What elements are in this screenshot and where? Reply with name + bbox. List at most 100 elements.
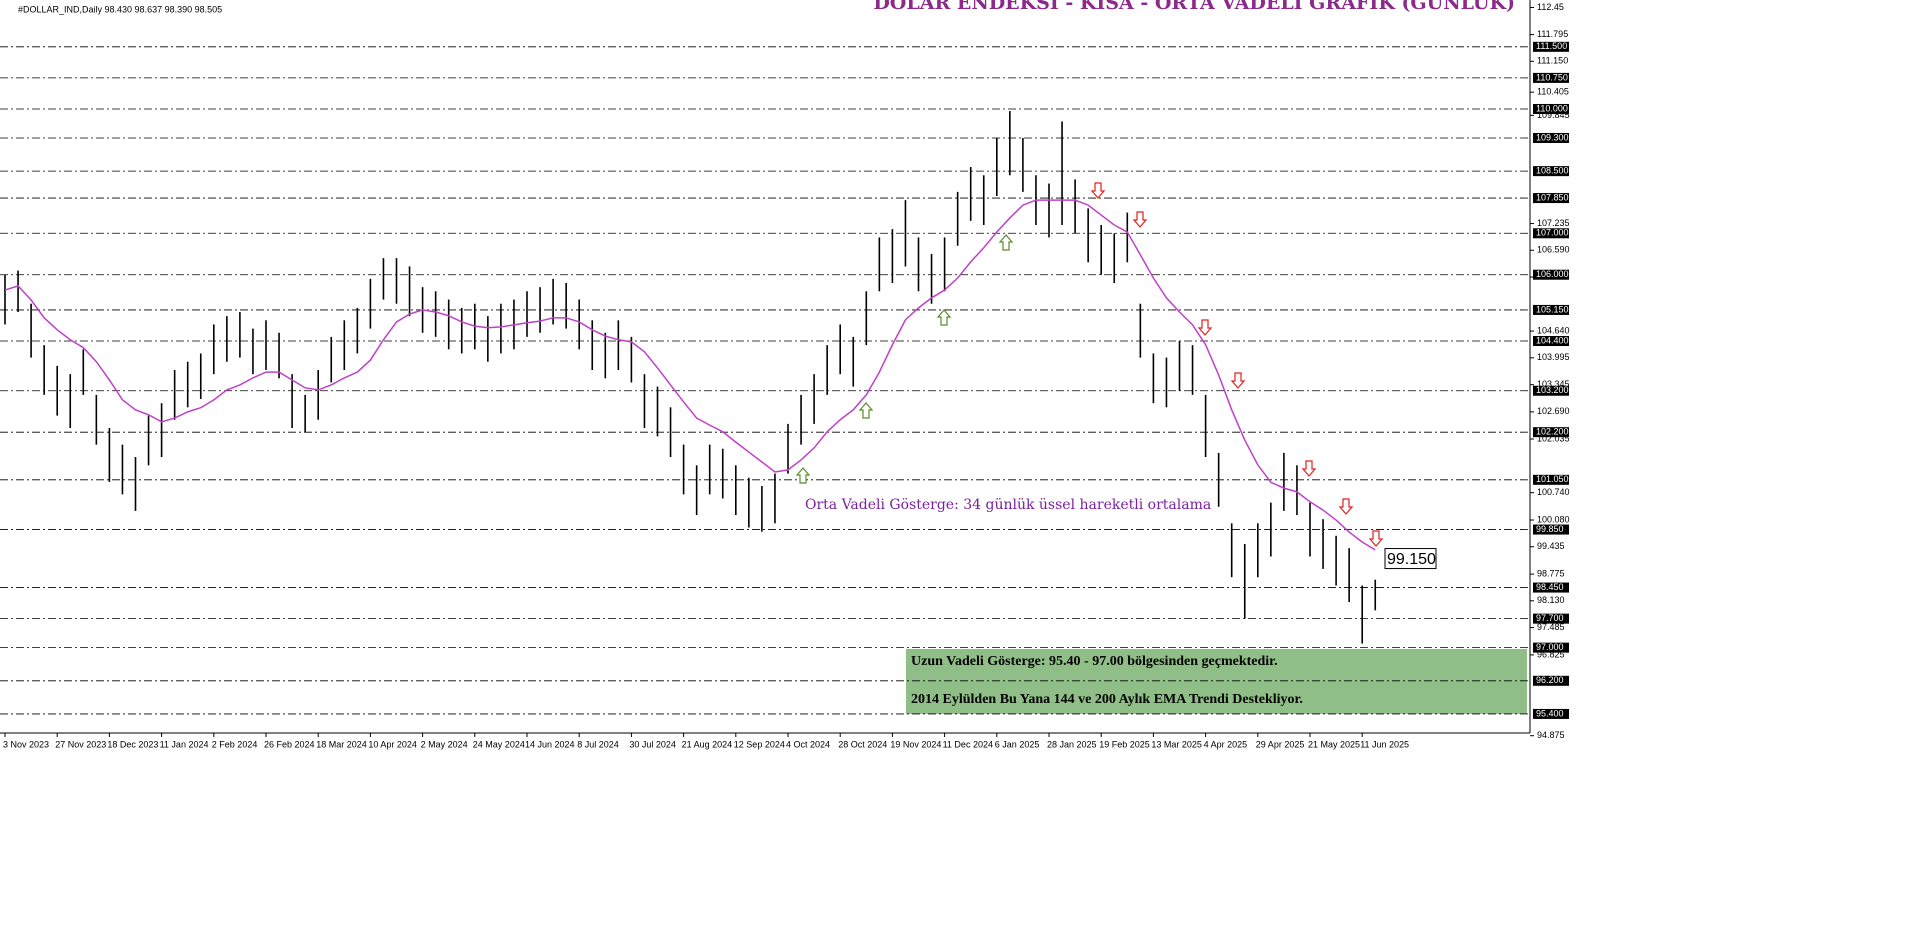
x-tick-label: 4 Apr 2025 bbox=[1204, 739, 1248, 749]
x-tick-label: 8 Jul 2024 bbox=[577, 739, 619, 749]
level-label: 109.300 bbox=[1536, 132, 1569, 142]
y-tick-label: 111.150 bbox=[1537, 56, 1568, 66]
y-tick-label: 106.590 bbox=[1537, 245, 1570, 255]
y-tick-label: 111.795 bbox=[1537, 29, 1568, 39]
x-tick-label: 12 Sep 2024 bbox=[734, 739, 785, 749]
y-tick-label: 103.995 bbox=[1537, 352, 1570, 362]
annotation: Orta Vadeli Gösterge: 34 günlük üssel ha… bbox=[805, 497, 1211, 513]
level-label: 101.050 bbox=[1536, 474, 1569, 484]
note-line: Uzun Vadeli Gösterge: 95.40 - 97.00 bölg… bbox=[911, 654, 1278, 669]
level-label: 102.200 bbox=[1536, 427, 1569, 437]
level-label: 97.700 bbox=[1536, 613, 1564, 623]
up-arrow bbox=[858, 402, 874, 419]
x-tick-label: 24 May 2024 bbox=[473, 739, 525, 749]
x-tick-label: 2 May 2024 bbox=[421, 739, 468, 749]
y-tick-label: 104.640 bbox=[1537, 325, 1570, 335]
x-tick-label: 11 Dec 2024 bbox=[943, 739, 993, 749]
level-label: 105.150 bbox=[1536, 304, 1569, 314]
level-label-box bbox=[1533, 474, 1569, 485]
x-tick-label: 27 Nov 2023 bbox=[55, 739, 106, 749]
down-arrow bbox=[1197, 319, 1213, 336]
x-tick-label: 19 Nov 2024 bbox=[890, 739, 941, 749]
x-tick-label: 18 Dec 2023 bbox=[107, 739, 158, 749]
level-label: 97.000 bbox=[1536, 642, 1564, 652]
ema-label: 99.150 bbox=[1387, 551, 1436, 568]
x-tick-label: 13 Mar 2025 bbox=[1151, 739, 1202, 749]
x-tick-label: 14 Jun 2024 bbox=[525, 739, 575, 749]
x-tick-label: 21 Aug 2024 bbox=[682, 739, 733, 749]
level-label-box bbox=[1533, 385, 1569, 396]
level-label-box bbox=[1533, 269, 1569, 280]
level-label: 98.450 bbox=[1536, 582, 1564, 592]
level-label-box bbox=[1533, 166, 1569, 177]
level-label: 108.500 bbox=[1536, 166, 1569, 176]
down-arrow bbox=[1338, 498, 1354, 515]
level-label: 110.000 bbox=[1536, 103, 1568, 113]
ema-label-box bbox=[1384, 548, 1437, 570]
level-label: 103.200 bbox=[1536, 385, 1569, 395]
level-label: 95.400 bbox=[1536, 708, 1564, 718]
x-tick-label: 28 Oct 2024 bbox=[838, 739, 887, 749]
x-tick-label: 28 Jan 2025 bbox=[1047, 739, 1097, 749]
x-tick-label: 30 Jul 2024 bbox=[629, 739, 676, 749]
level-label-box bbox=[1533, 642, 1569, 653]
note-box bbox=[906, 649, 1527, 714]
level-label-box bbox=[1533, 336, 1569, 347]
y-tick-label: 110.405 bbox=[1537, 87, 1569, 97]
level-label-box bbox=[1533, 103, 1569, 114]
level-label-box bbox=[1533, 613, 1569, 624]
level-label: 110.750 bbox=[1536, 72, 1568, 82]
y-tick-label: 96.825 bbox=[1537, 649, 1565, 659]
up-arrow bbox=[936, 309, 952, 326]
level-label-box bbox=[1533, 72, 1569, 83]
level-label-box bbox=[1533, 524, 1569, 535]
x-tick-label: 26 Feb 2024 bbox=[264, 739, 315, 749]
y-tick-label: 98.775 bbox=[1537, 568, 1565, 578]
level-label-box bbox=[1533, 132, 1569, 143]
y-tick-label: 100.740 bbox=[1537, 487, 1570, 497]
y-tick-label: 109.845 bbox=[1537, 110, 1570, 120]
x-tick-label: 21 May 2025 bbox=[1308, 739, 1360, 749]
y-tick-label: 103.345 bbox=[1537, 379, 1570, 389]
y-tick-label: 100.080 bbox=[1537, 514, 1570, 524]
y-tick-label: 107.235 bbox=[1537, 218, 1570, 228]
level-label-box bbox=[1533, 582, 1569, 593]
ema-line bbox=[4, 199, 1376, 551]
level-label-box bbox=[1533, 427, 1569, 438]
x-tick-label: 2 Feb 2024 bbox=[212, 739, 258, 749]
y-tick-label: 99.435 bbox=[1537, 541, 1565, 551]
x-tick-label: 10 Apr 2024 bbox=[368, 739, 417, 749]
up-arrow bbox=[795, 467, 811, 484]
level-label-box bbox=[1533, 228, 1569, 239]
level-label: 111.500 bbox=[1536, 41, 1567, 51]
down-arrow bbox=[1301, 460, 1317, 477]
up-arrow bbox=[998, 234, 1014, 251]
x-tick-label: 3 Nov 2023 bbox=[3, 739, 49, 749]
y-tick-label: 97.485 bbox=[1537, 622, 1565, 632]
x-tick-label: 19 Feb 2025 bbox=[1099, 739, 1150, 749]
down-arrow bbox=[1132, 211, 1148, 228]
level-label: 107.850 bbox=[1536, 192, 1569, 202]
level-label: 106.000 bbox=[1536, 269, 1569, 279]
down-arrow bbox=[1090, 182, 1106, 199]
x-tick-label: 11 Jan 2024 bbox=[160, 739, 209, 749]
x-tick-label: 6 Jan 2025 bbox=[995, 739, 1040, 749]
y-tick-label: 102.690 bbox=[1537, 406, 1570, 416]
level-label-box bbox=[1533, 708, 1569, 719]
x-tick-label: 11 Jun 2025 bbox=[1360, 739, 1409, 749]
y-tick-label: 112.45 bbox=[1537, 2, 1564, 12]
level-label: 104.400 bbox=[1536, 335, 1569, 345]
down-arrow bbox=[1368, 530, 1384, 547]
down-arrow bbox=[1230, 372, 1246, 389]
level-label-box bbox=[1533, 304, 1569, 315]
chart-title: DOLAR ENDEKSİ - KISA - ORTA VADELİ GRAFİ… bbox=[873, 0, 1515, 14]
level-label: 99.850 bbox=[1536, 524, 1564, 534]
level-label-box bbox=[1533, 41, 1569, 52]
level-label-box bbox=[1533, 675, 1569, 686]
y-tick-label: 94.875 bbox=[1537, 730, 1565, 740]
y-tick-label: 102.035 bbox=[1537, 433, 1570, 443]
y-tick-label: 98.130 bbox=[1537, 595, 1565, 605]
level-label-box bbox=[1533, 193, 1569, 204]
